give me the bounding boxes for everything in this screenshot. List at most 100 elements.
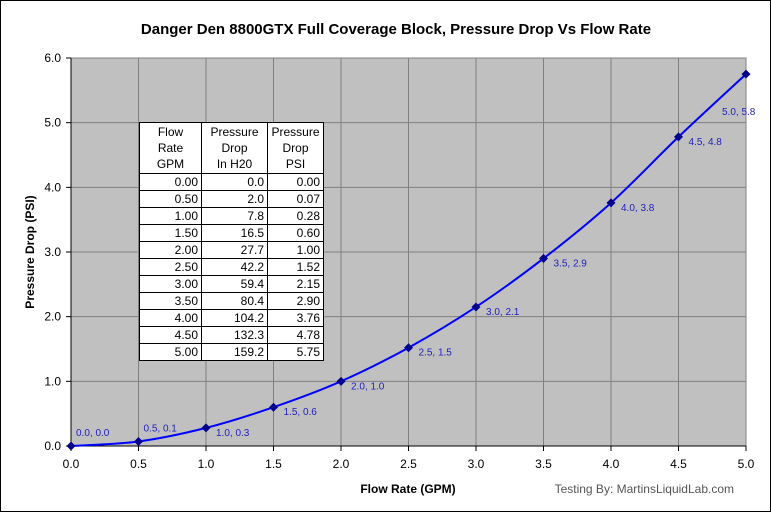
table-row: 5.00 159.2 5.75 [139,343,324,361]
y-tick-label: 2.0 [44,310,61,324]
data-label: 4.0, 3.8 [621,203,655,214]
header-line: PSI [285,157,306,171]
data-label: 1.0, 0.3 [216,428,250,439]
header-line: Flow [157,125,184,139]
data-label: 2.5, 1.5 [419,348,453,359]
header-line: GPM [156,157,185,171]
table-cell: 2.00 [139,241,202,259]
table-row: 0.50 2.0 0.07 [139,190,324,208]
data-point [471,302,481,312]
header-line: Rate [157,141,184,155]
table-cell: 4.00 [139,309,202,327]
table-row: 1.50 16.5 0.60 [139,224,324,242]
table-row: 1.00 7.8 0.28 [139,207,324,225]
table-cell: 42.2 [201,258,268,276]
axes [66,57,747,451]
table-cell: 59.4 [201,275,268,293]
table-row: 4.50 132.3 4.78 [139,326,324,344]
x-tick-label: 1.5 [265,457,282,471]
table-cell: 3.00 [139,275,202,293]
header-pressure-psi: Pressure Drop PSI [267,122,324,174]
x-tick-label: 0.5 [130,457,147,471]
table-cell: 0.00 [139,173,202,191]
data-point [606,198,616,208]
table-cell: 104.2 [201,309,268,327]
header-line: Drop [282,141,309,155]
table-cell: 1.00 [139,207,202,225]
data-point [336,376,346,386]
data-point [201,423,211,433]
table-cell: 0.60 [267,224,324,242]
table-body: 0.00 0.0 0.00 0.50 2.0 0.07 1.00 7.8 0.28 1.50 16.… [139,173,324,361]
table-cell: 0.00 [267,173,324,191]
table-cell: 5.75 [267,343,324,361]
data-point [134,436,143,446]
data-point [66,441,76,451]
x-axis-title: Flow Rate (GPM) [360,482,455,496]
table-row: 2.00 27.7 1.00 [139,241,324,259]
data-label: 2.0, 1.0 [351,381,385,392]
table-cell: 16.5 [201,224,268,242]
data-label: 0.0, 0.0 [76,428,110,439]
table-cell: 2.15 [267,275,324,293]
table-cell: 1.50 [139,224,202,242]
x-tick-label: 4.5 [670,457,687,471]
header-line: Pressure [210,125,259,139]
data-label: 0.5, 0.1 [144,423,178,434]
table-row: 3.50 80.4 2.90 [139,292,324,310]
data-table: Flow Rate GPM Pressure Drop In H20 Press… [139,122,324,361]
table-cell: 2.90 [267,292,324,310]
credit-text: Testing By: MartinsLiquidLab.com [555,482,734,496]
table-cell: 3.50 [139,292,202,310]
data-point [741,69,751,79]
table-cell: 0.50 [139,190,202,208]
data-label: 3.5, 2.9 [554,258,588,269]
data-point [269,402,278,412]
series-markers [66,69,751,451]
header-line: In H20 [216,157,253,171]
x-tick-label: 1.0 [198,457,215,471]
table-cell: 2.0 [201,190,268,208]
table-cell: 0.28 [267,207,324,225]
table-cell: 0.0 [201,173,268,191]
data-label: 4.5, 4.8 [689,137,723,148]
y-tick-label: 3.0 [44,245,61,259]
y-tick-labels: 0.0 1.0 2.0 3.0 4.0 5.0 6.0 [44,51,61,453]
data-label: 1.5, 0.6 [284,407,318,418]
y-tick-label: 6.0 [44,51,61,65]
table-row: 3.00 59.4 2.15 [139,275,324,293]
y-tick-label: 5.0 [44,116,61,130]
header-pressure-h20: Pressure Drop In H20 [201,122,268,174]
data-point [539,253,548,263]
data-label: 5.0, 5.8 [722,107,756,118]
x-tick-label: 4.0 [603,457,620,471]
chart-title: Danger Den 8800GTX Full Coverage Block, … [141,21,651,38]
x-tick-label: 3.0 [468,457,485,471]
data-point [404,343,413,353]
x-tick-labels: 0.0 0.5 1.0 1.5 2.0 2.5 3.0 3.5 4.0 4.5 5.0 [63,457,755,471]
header-line: Pressure [271,125,320,139]
table-cell: 3.76 [267,309,324,327]
table-cell: 1.00 [267,241,324,259]
table-row: 0.00 0.0 0.00 [139,173,324,191]
table-cell: 0.07 [267,190,324,208]
table-cell: 132.3 [201,326,268,344]
table-cell: 1.52 [267,258,324,276]
x-tick-label: 5.0 [738,457,755,471]
data-label: 3.0, 2.1 [486,307,520,318]
table-row: 2.50 42.2 1.52 [139,258,324,276]
x-tick-label: 3.5 [535,457,552,471]
table-row: 4.00 104.2 3.76 [139,309,324,327]
table-header-row: Flow Rate GPM Pressure Drop In H20 Press… [139,122,324,174]
series-line [70,73,747,447]
x-tick-label: 2.0 [333,457,350,471]
x-tick-label: 2.5 [400,457,417,471]
table-cell: 4.78 [267,326,324,344]
header-line: Drop [221,141,248,155]
y-tick-label: 0.0 [44,439,61,453]
table-cell: 159.2 [201,343,268,361]
table-cell: 80.4 [201,292,268,310]
y-tick-label: 4.0 [44,180,61,194]
